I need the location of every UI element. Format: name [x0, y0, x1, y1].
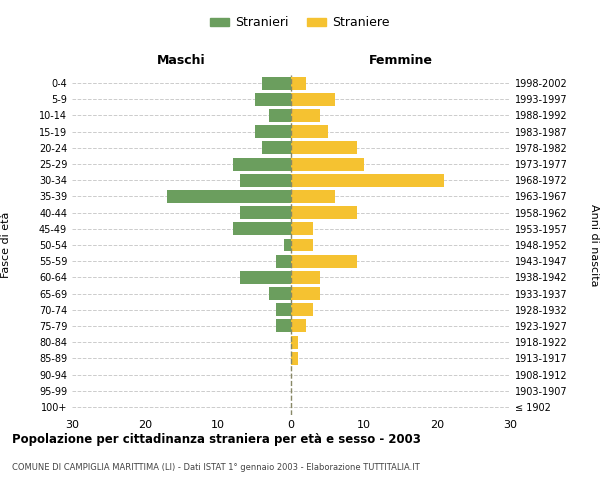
Bar	[291, 304, 313, 316]
Bar	[240, 206, 291, 219]
Text: Anni di nascita: Anni di nascita	[589, 204, 599, 286]
Bar	[291, 142, 356, 154]
Bar	[277, 304, 291, 316]
Bar	[291, 336, 298, 348]
Bar	[240, 271, 291, 284]
Bar	[269, 109, 291, 122]
Bar	[254, 93, 291, 106]
Bar	[291, 254, 356, 268]
Bar	[291, 222, 313, 235]
Text: Fasce di età: Fasce di età	[1, 212, 11, 278]
Text: Popolazione per cittadinanza straniera per età e sesso - 2003: Popolazione per cittadinanza straniera p…	[12, 432, 421, 446]
Bar	[291, 174, 444, 186]
Bar	[233, 158, 291, 170]
Legend: Stranieri, Straniere: Stranieri, Straniere	[205, 11, 395, 34]
Text: Maschi: Maschi	[157, 54, 206, 68]
Bar	[277, 320, 291, 332]
Bar	[291, 93, 335, 106]
Text: Femmine: Femmine	[368, 54, 433, 68]
Bar	[262, 142, 291, 154]
Bar	[277, 254, 291, 268]
Bar	[240, 174, 291, 186]
Bar	[291, 238, 313, 252]
Bar	[254, 125, 291, 138]
Bar	[291, 352, 298, 365]
Bar	[291, 76, 305, 90]
Bar	[233, 222, 291, 235]
Bar	[291, 125, 328, 138]
Bar	[291, 287, 320, 300]
Bar	[291, 320, 305, 332]
Text: COMUNE DI CAMPIGLIA MARITTIMA (LI) - Dati ISTAT 1° gennaio 2003 - Elaborazione T: COMUNE DI CAMPIGLIA MARITTIMA (LI) - Dat…	[12, 462, 420, 471]
Bar	[167, 190, 291, 203]
Bar	[269, 287, 291, 300]
Bar	[284, 238, 291, 252]
Bar	[291, 271, 320, 284]
Bar	[291, 190, 335, 203]
Bar	[291, 158, 364, 170]
Bar	[291, 206, 356, 219]
Bar	[291, 109, 320, 122]
Bar	[262, 76, 291, 90]
